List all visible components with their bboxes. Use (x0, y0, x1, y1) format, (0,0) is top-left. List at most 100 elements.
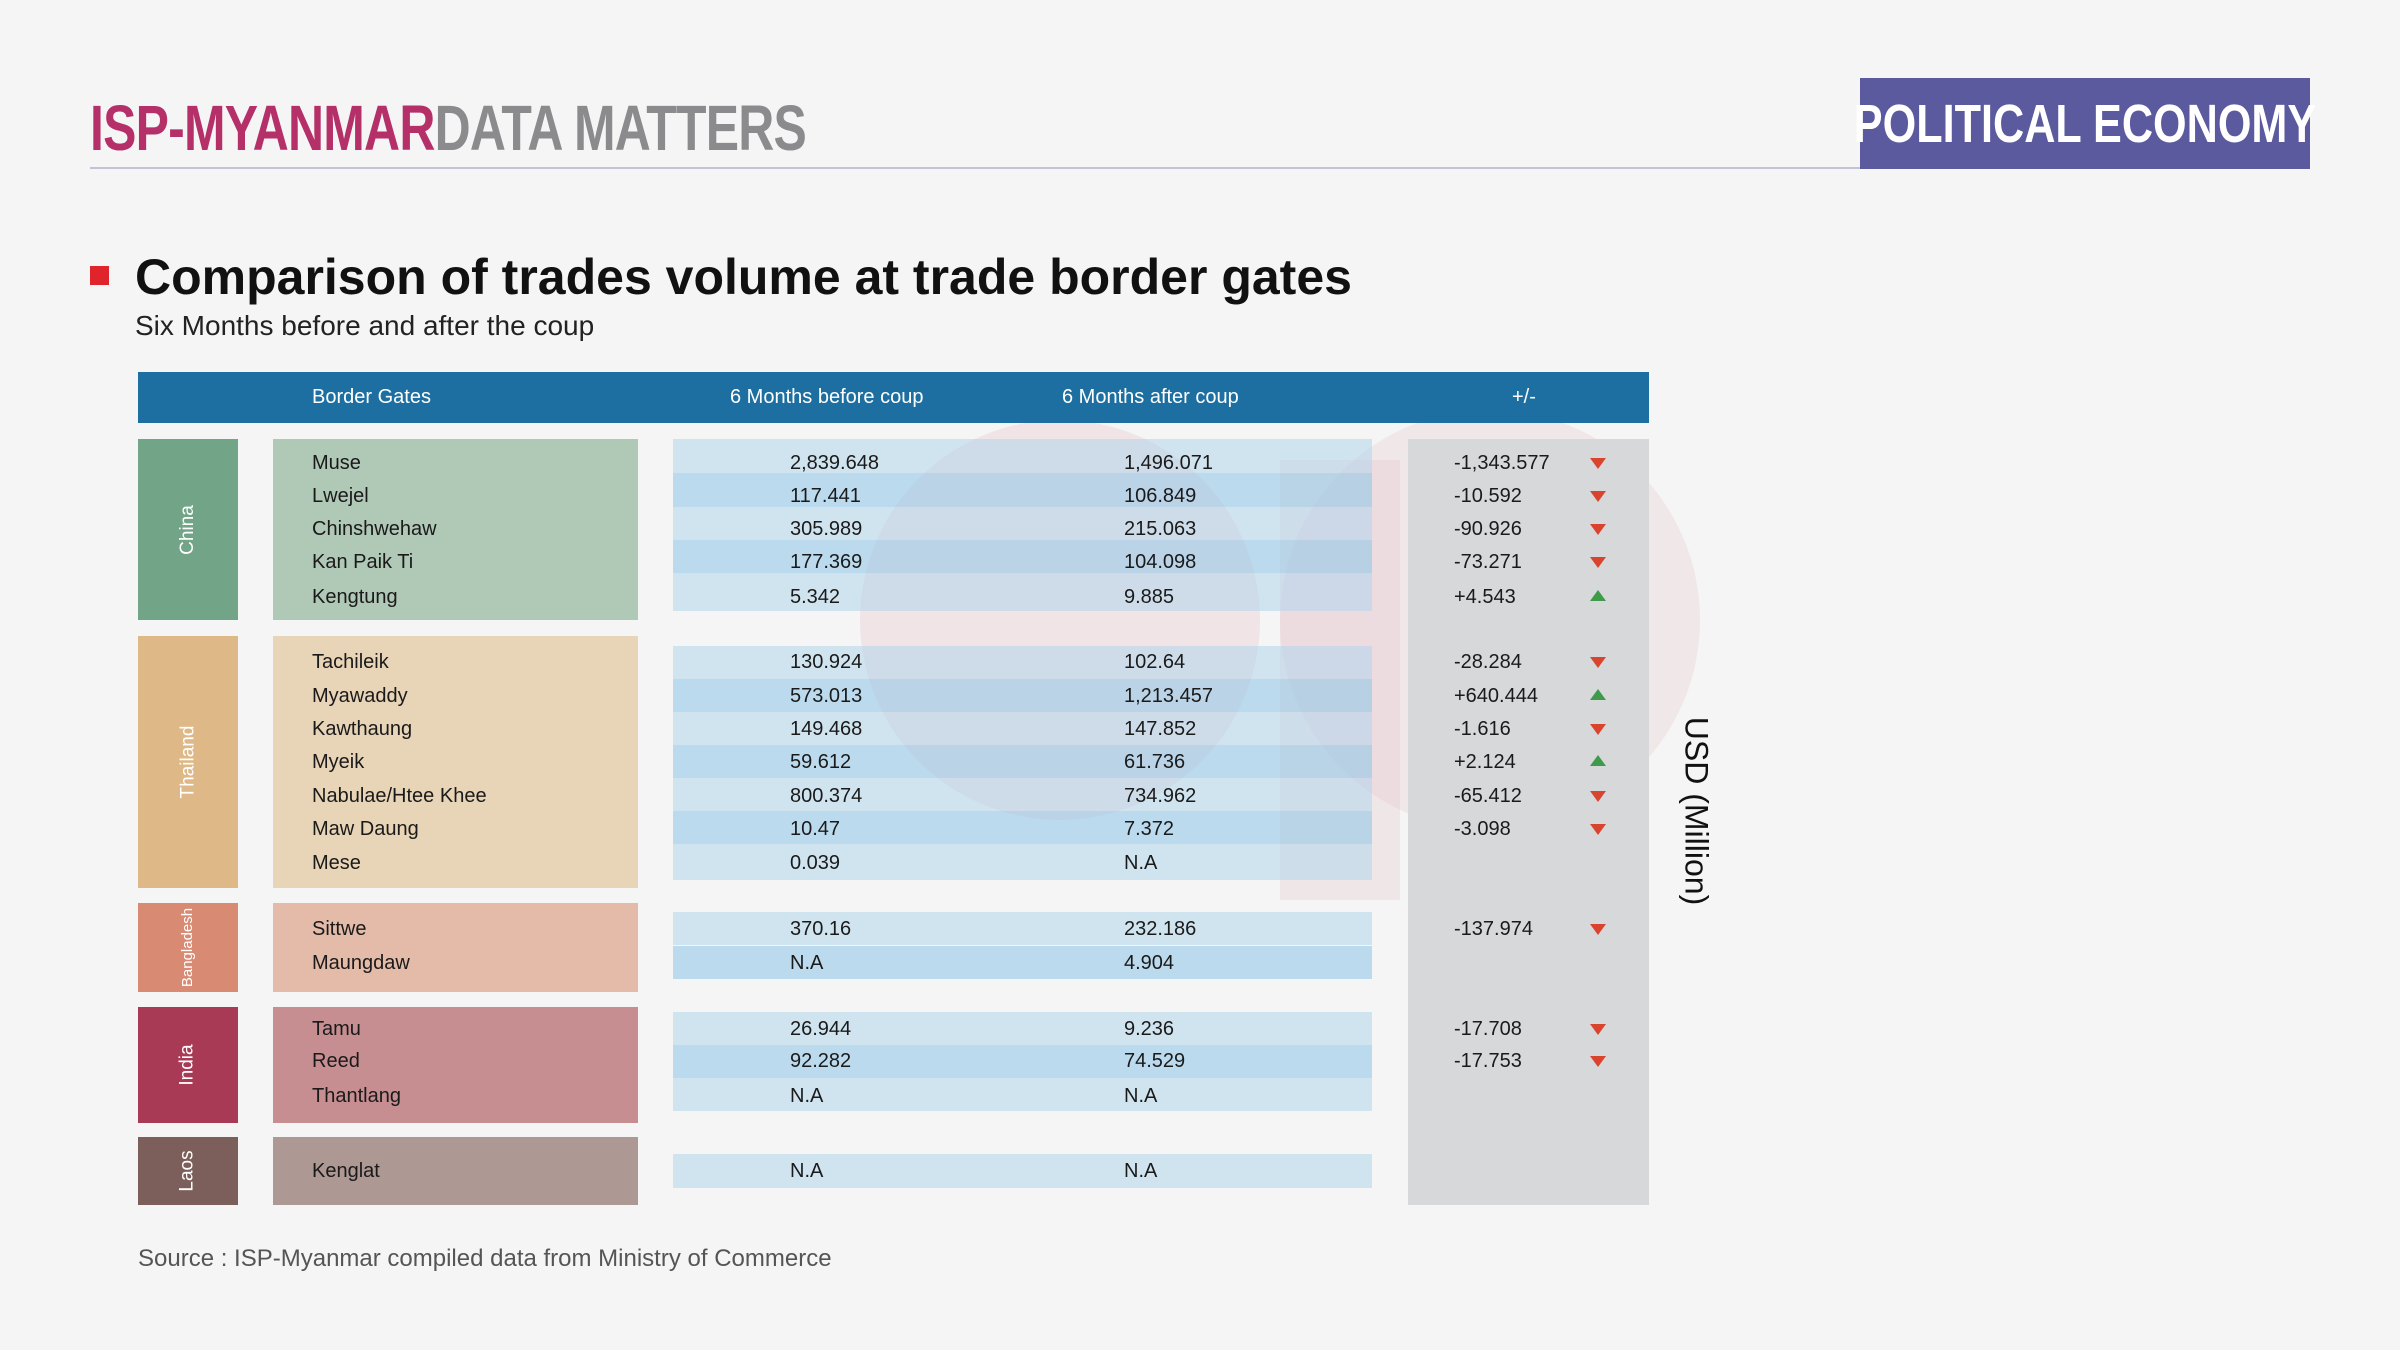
value-before: N.A (790, 952, 824, 974)
value-after: N.A (1124, 852, 1158, 874)
gate-name: Muse (312, 452, 361, 474)
value-after: 232.186 (1124, 918, 1197, 940)
country-label-block: India (138, 1007, 238, 1123)
trend-up-icon (1590, 689, 1606, 700)
value-after: 734.962 (1124, 785, 1197, 807)
trend-down-icon (1590, 458, 1606, 469)
value-row-band (673, 507, 1372, 540)
value-row-band (673, 1078, 1372, 1111)
value-after: 104.098 (1124, 551, 1197, 573)
unit-label: USD (Million) (1666, 717, 1726, 905)
col-header-after: 6 Months after coup (1062, 386, 1239, 408)
category-label: POLITICAL ECONOMY (1853, 93, 2317, 154)
value-after: 4.904 (1124, 952, 1175, 974)
value-after: 1,496.071 (1124, 452, 1213, 474)
gate-name: Kan Paik Ti (312, 551, 414, 573)
value-before: 59.612 (790, 751, 852, 773)
value-before: 177.369 (790, 551, 863, 573)
gate-list-panel (273, 636, 638, 888)
value-after: 74.529 (1124, 1050, 1186, 1072)
value-row-band (673, 712, 1372, 745)
page-subtitle: Six Months before and after the coup (135, 310, 595, 341)
value-row-band (673, 646, 1372, 679)
trend-down-icon (1590, 1056, 1606, 1067)
country-label-block: Thailand (138, 636, 238, 888)
value-before: 10.47 (790, 818, 841, 840)
value-diff: -73.271 (1454, 551, 1522, 573)
value-before: 130.924 (790, 651, 863, 673)
gate-name: Mese (312, 852, 361, 874)
value-diff: -1.616 (1454, 718, 1511, 740)
country-label-block: Bangladesh (138, 903, 238, 992)
value-row-band (673, 745, 1372, 778)
value-row-band (673, 573, 1372, 611)
country-name: India (176, 1044, 198, 1086)
value-row-band (673, 1154, 1372, 1188)
value-diff: -10.592 (1454, 485, 1522, 507)
gate-name: Lwejel (312, 485, 369, 507)
trend-down-icon (1590, 791, 1606, 802)
col-header-before: 6 Months before coup (730, 386, 924, 408)
value-diff: -65.412 (1454, 785, 1522, 807)
gate-name: Tamu (312, 1018, 361, 1040)
diff-column-panel (1408, 439, 1649, 1205)
value-after: 61.736 (1124, 751, 1186, 773)
trend-down-icon (1590, 724, 1606, 735)
country-name: Bangladesh (179, 907, 197, 988)
value-before: 305.989 (790, 518, 863, 540)
gate-name: Myawaddy (312, 685, 408, 707)
trend-down-icon (1590, 557, 1606, 568)
value-before: N.A (790, 1085, 824, 1107)
value-after: N.A (1124, 1160, 1158, 1182)
brand-logo: ISP-MYANMARDATA MATTERS (90, 88, 807, 168)
value-before: 2,839.648 (790, 452, 879, 474)
gate-name: Myeik (312, 751, 365, 773)
header-divider (90, 167, 1860, 169)
value-diff: +4.543 (1454, 586, 1516, 608)
col-header-diff: +/- (1512, 386, 1536, 408)
brand-primary: ISP-MYANMAR (90, 92, 435, 164)
value-after: 9.236 (1124, 1018, 1175, 1040)
gate-name: Nabulae/Htee Khee (312, 785, 487, 807)
trend-down-icon (1590, 824, 1606, 835)
value-row-band (673, 811, 1372, 844)
value-row-band (673, 912, 1372, 945)
value-diff: -17.708 (1454, 1018, 1522, 1040)
trend-up-icon (1590, 590, 1606, 601)
country-label-block: China (138, 439, 238, 620)
gate-list-panel (273, 903, 638, 992)
value-diff: -1,343.577 (1454, 452, 1550, 474)
value-before: 0.039 (790, 852, 841, 874)
value-row-band (673, 844, 1372, 880)
value-after: 215.063 (1124, 518, 1197, 540)
value-diff: +2.124 (1454, 751, 1516, 773)
value-before: 92.282 (790, 1050, 852, 1072)
value-row-band (673, 473, 1372, 507)
gate-name: Maungdaw (312, 952, 410, 974)
gate-list-panel (273, 439, 638, 620)
value-diff: -3.098 (1454, 818, 1511, 840)
value-row-band (673, 946, 1372, 979)
value-before: 149.468 (790, 718, 863, 740)
value-diff: -17.753 (1454, 1050, 1522, 1072)
value-before: 800.374 (790, 785, 863, 807)
value-before: 117.441 (790, 485, 861, 507)
value-diff: -90.926 (1454, 518, 1522, 540)
value-after: N.A (1124, 1085, 1158, 1107)
value-after: 7.372 (1124, 818, 1175, 840)
value-row-band (673, 439, 1372, 473)
gate-name: Chinshwehaw (312, 518, 437, 540)
value-row-band (673, 540, 1372, 573)
value-diff: -28.284 (1454, 651, 1522, 673)
value-after: 1,213.457 (1124, 685, 1213, 707)
value-diff: +640.444 (1454, 685, 1538, 707)
value-after: 102.64 (1124, 651, 1186, 673)
value-after: 9.885 (1124, 586, 1175, 608)
value-row-band (673, 1012, 1372, 1045)
value-before: 5.342 (790, 586, 841, 608)
gate-name: Thantlang (312, 1085, 401, 1107)
gate-name: Tachileik (312, 651, 389, 673)
value-before: 26.944 (790, 1018, 852, 1040)
table-header: Border Gates 6 Months before coup 6 Mont… (138, 372, 1649, 423)
country-name: Laos (176, 1150, 198, 1192)
